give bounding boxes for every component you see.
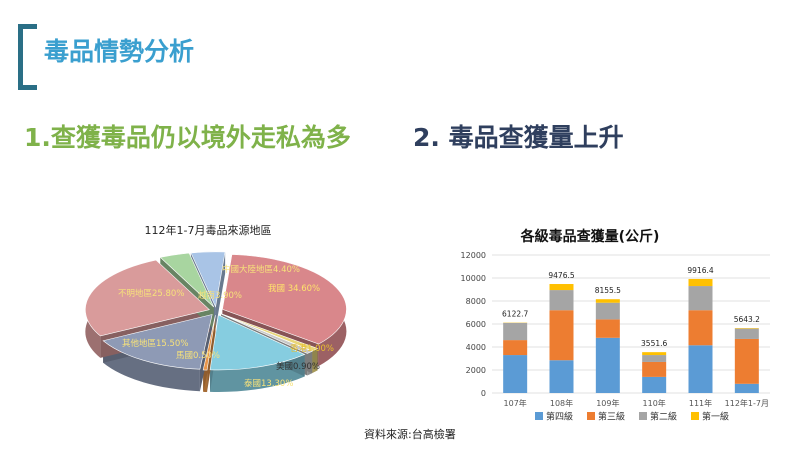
y-tick-label: 0 (481, 389, 486, 398)
pie-slice-side (103, 340, 200, 392)
pie-data-label: 泰國13.30% (244, 378, 293, 389)
bar-segment (734, 383, 759, 393)
pie-slice (102, 314, 213, 370)
bar-total-label: 8155.5 (595, 286, 621, 295)
x-tick-label: 110年 (643, 398, 666, 408)
legend-swatch (587, 412, 595, 420)
bar-segment (642, 361, 667, 377)
pie-data-label: 馬國0.50% (176, 351, 220, 361)
bar-segment (503, 340, 528, 356)
bar-segment (595, 319, 620, 338)
bar-segment (549, 284, 574, 291)
pie-data-label: 其他地區15.50% (122, 338, 188, 349)
pie-slice (209, 314, 306, 371)
bar-segment (503, 322, 528, 341)
pie-data-label: 我國 34.60% (268, 283, 320, 294)
heading-seizure-increase: 2. 毒品查獲量上升 (413, 123, 624, 152)
bar-segment (688, 345, 713, 393)
bar-segment (595, 302, 620, 320)
bar-segment (503, 355, 528, 393)
bar-total-label: 9916.4 (687, 266, 713, 275)
pie-slice (159, 252, 215, 308)
pie-data-label: 香港1.00% (290, 343, 334, 354)
bar-segment (595, 299, 620, 303)
y-tick-label: 2000 (466, 366, 486, 375)
bar-chart-title: 各級毒品查獲量(公斤) (520, 229, 660, 245)
pie-data-label: 不明地區25.80% (118, 288, 184, 299)
pie-data-label: 越南3.90% (198, 290, 242, 301)
pie-data-label: 美國0.90% (276, 361, 320, 372)
bar-segment (688, 310, 713, 346)
bar-total-label: 9476.5 (548, 271, 574, 280)
x-tick-label: 107年 (504, 398, 527, 408)
source-note: 資料來源:台高檢署 (364, 428, 456, 441)
bar-segment (549, 310, 574, 361)
pie-data-label: 中國大陸地區4.40% (222, 264, 300, 275)
pie-slice-face (215, 251, 226, 329)
x-tick-label: 111年 (689, 398, 712, 408)
bar-segment (642, 355, 667, 362)
bar-total-label: 5643.2 (734, 315, 760, 324)
bar-total-label: 3551.6 (641, 339, 667, 348)
y-tick-label: 6000 (466, 320, 486, 329)
bar-segment (642, 376, 667, 393)
pie-slice (220, 313, 313, 354)
bar-segment (595, 337, 620, 393)
legend-swatch (639, 412, 647, 420)
y-tick-label: 4000 (466, 343, 486, 352)
bar-segment (734, 338, 759, 384)
x-tick-label: 108年 (550, 398, 573, 408)
bar-segment (734, 328, 759, 339)
page-title: 毒品情勢分析 (44, 37, 195, 66)
bar-segment (688, 286, 713, 311)
bar-total-label: 6122.7 (502, 310, 528, 319)
pie-slice (85, 259, 210, 337)
bar-segment (549, 360, 574, 393)
bar-segment (642, 352, 667, 356)
y-tick-label: 10000 (461, 274, 486, 283)
legend-swatch (691, 412, 699, 420)
x-tick-label: 112年1-7月 (725, 398, 769, 408)
bar-segment (688, 278, 713, 287)
y-tick-label: 12000 (461, 251, 486, 260)
legend-label: 第一級 (702, 411, 729, 423)
title-bracket (18, 24, 37, 90)
legend-swatch (535, 412, 543, 420)
bar-segment (549, 290, 574, 311)
legend-label: 第二級 (650, 411, 677, 423)
x-tick-label: 109年 (596, 398, 619, 408)
pie-slice (222, 254, 347, 345)
heading-import-sources: 1.查獲毒品仍以境外走私為多 (24, 123, 351, 152)
y-tick-label: 8000 (466, 297, 486, 306)
pie-slice (190, 251, 226, 308)
pie-slice (202, 315, 216, 371)
pie-chart-title: 112年1-7月毒品來源地區 (144, 224, 272, 237)
legend-label: 第四級 (546, 411, 573, 423)
legend-label: 第三級 (598, 411, 625, 423)
